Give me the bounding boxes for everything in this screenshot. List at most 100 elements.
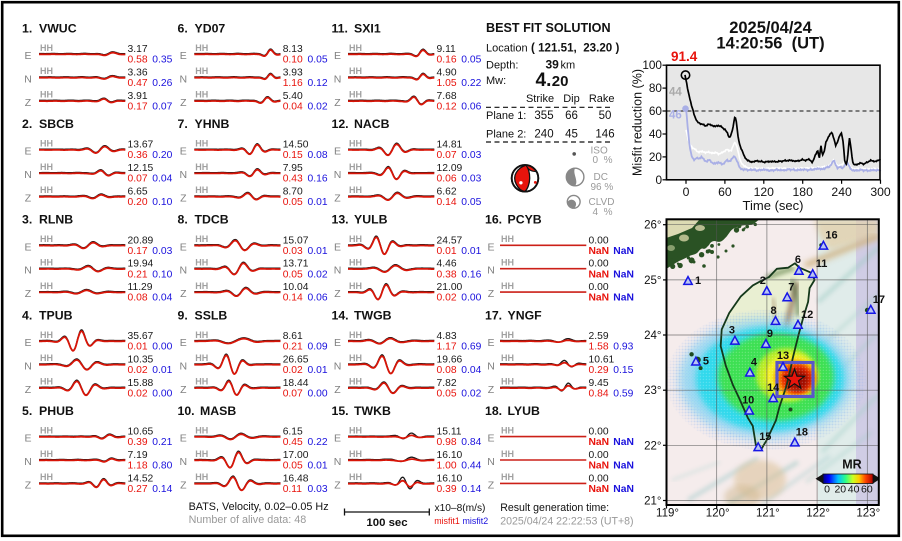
- svg-text:N: N: [334, 456, 342, 468]
- svg-text:0.39: 0.39: [437, 484, 457, 495]
- svg-text:YNGF: YNGF: [508, 308, 543, 322]
- svg-text:0.03: 0.03: [461, 174, 481, 185]
- svg-text:Location: Location: [486, 42, 528, 54]
- svg-text:HH: HH: [501, 281, 514, 291]
- svg-text:0.06: 0.06: [437, 174, 457, 185]
- svg-text:10.65: 10.65: [128, 427, 154, 438]
- svg-text:18.44: 18.44: [283, 378, 309, 389]
- svg-text:7: 7: [788, 281, 794, 293]
- svg-text:N: N: [180, 456, 188, 468]
- svg-text:0.80: 0.80: [152, 461, 172, 472]
- svg-text:0.21: 0.21: [128, 269, 148, 280]
- svg-text:0.00: 0.00: [589, 259, 609, 270]
- svg-text:0.05: 0.05: [308, 55, 328, 66]
- svg-text:E: E: [24, 241, 31, 253]
- svg-text:E: E: [180, 146, 187, 158]
- svg-text:0.05: 0.05: [283, 269, 303, 280]
- svg-text:0.00: 0.00: [152, 342, 172, 353]
- svg-text:0.02: 0.02: [128, 365, 148, 376]
- svg-text:0.02: 0.02: [128, 388, 148, 399]
- svg-text:0.12: 0.12: [308, 78, 328, 89]
- svg-text:0.00: 0.00: [152, 388, 172, 399]
- svg-text:0.02: 0.02: [308, 269, 328, 280]
- svg-text:HH: HH: [501, 258, 514, 268]
- svg-text:0.00: 0.00: [589, 473, 609, 484]
- svg-text:TWKB: TWKB: [354, 404, 391, 418]
- svg-text:0.05: 0.05: [283, 197, 303, 208]
- svg-text:0.10: 0.10: [283, 55, 303, 66]
- svg-text:N: N: [334, 265, 342, 277]
- svg-text:YULB: YULB: [354, 213, 388, 227]
- svg-text:4.46: 4.46: [437, 259, 457, 270]
- svg-text:20: 20: [834, 484, 846, 496]
- svg-text:N: N: [487, 360, 495, 372]
- svg-text:NACB: NACB: [354, 117, 390, 131]
- svg-text:E: E: [487, 337, 494, 349]
- svg-text:BATS, Velocity, 0.02–0.05 Hz: BATS, Velocity, 0.02–0.05 Hz: [189, 501, 329, 513]
- svg-text:7.: 7.: [178, 117, 188, 131]
- svg-text:0.08: 0.08: [437, 365, 457, 376]
- svg-text:MASB: MASB: [200, 404, 236, 418]
- svg-text:Z: Z: [25, 384, 32, 396]
- svg-text:BEST FIT SOLUTION: BEST FIT SOLUTION: [486, 21, 611, 35]
- svg-text:0.47: 0.47: [128, 78, 148, 89]
- svg-text:HH: HH: [195, 353, 208, 363]
- svg-text:Depth:: Depth:: [486, 59, 518, 71]
- svg-text:0.21: 0.21: [283, 342, 303, 353]
- svg-text:Z: Z: [488, 384, 495, 396]
- svg-text:3.17: 3.17: [128, 44, 148, 55]
- svg-text:240: 240: [831, 185, 852, 199]
- svg-text:8.: 8.: [178, 213, 188, 227]
- svg-text:misfit1: misfit1: [434, 516, 460, 526]
- svg-text:Z: Z: [180, 288, 187, 300]
- svg-text:HH: HH: [40, 234, 53, 244]
- svg-text:21.00: 21.00: [437, 282, 463, 293]
- svg-text:TPUB: TPUB: [39, 308, 73, 322]
- svg-text:HH: HH: [195, 43, 208, 53]
- svg-text:7.82: 7.82: [437, 378, 457, 389]
- svg-text:0.45: 0.45: [283, 437, 303, 448]
- svg-text:1.58: 1.58: [589, 342, 609, 353]
- svg-text:E: E: [334, 146, 341, 158]
- svg-text:Dip: Dip: [563, 93, 580, 105]
- svg-text:4: 4: [751, 357, 758, 369]
- svg-text:HH: HH: [349, 281, 362, 291]
- svg-text:0.02: 0.02: [308, 101, 328, 112]
- svg-text:0.43: 0.43: [283, 174, 303, 185]
- svg-text:20.89: 20.89: [128, 235, 154, 246]
- svg-text:46: 46: [669, 110, 682, 122]
- svg-text:0.17: 0.17: [128, 246, 148, 257]
- svg-text:121°: 121°: [756, 508, 780, 520]
- svg-text:0.00: 0.00: [589, 427, 609, 438]
- svg-text:0.01: 0.01: [308, 246, 328, 257]
- svg-text:N: N: [487, 456, 495, 468]
- svg-text:5.: 5.: [22, 404, 32, 418]
- svg-text:15.11: 15.11: [437, 427, 462, 438]
- svg-text:SSLB: SSLB: [195, 308, 228, 322]
- svg-text:0.22: 0.22: [308, 437, 328, 448]
- svg-text:12.15: 12.15: [128, 163, 154, 174]
- svg-text:9.: 9.: [178, 308, 188, 322]
- svg-text:0.00: 0.00: [589, 235, 609, 246]
- svg-text:Z: Z: [488, 288, 495, 300]
- svg-text:0.06: 0.06: [461, 101, 481, 112]
- svg-text:0.05: 0.05: [461, 197, 481, 208]
- svg-text:Plane 2:: Plane 2:: [486, 128, 526, 140]
- svg-text:NaN: NaN: [613, 437, 634, 448]
- svg-text:0.16: 0.16: [308, 174, 328, 185]
- svg-text:9.45: 9.45: [589, 378, 609, 389]
- svg-text:0.03: 0.03: [152, 246, 172, 257]
- svg-text:HH: HH: [349, 472, 362, 482]
- svg-text:0.00: 0.00: [308, 388, 328, 399]
- svg-text:HH: HH: [40, 281, 53, 291]
- svg-text:TDCB: TDCB: [195, 213, 229, 227]
- svg-text:HH: HH: [40, 162, 53, 172]
- svg-text:23°: 23°: [644, 385, 661, 397]
- svg-text:100 sec: 100 sec: [366, 517, 407, 529]
- svg-text:0.09: 0.09: [308, 342, 328, 353]
- svg-text:20: 20: [649, 150, 663, 164]
- svg-text:HH: HH: [40, 66, 53, 76]
- svg-text:26°: 26°: [644, 220, 661, 232]
- svg-text:ISO: ISO: [591, 145, 608, 156]
- svg-text:HH: HH: [349, 377, 362, 387]
